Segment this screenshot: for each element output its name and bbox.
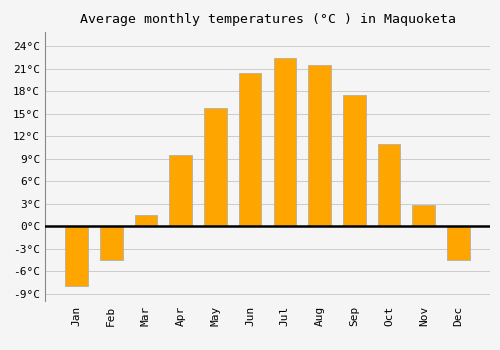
- Bar: [447, 226, 470, 260]
- Bar: [65, 226, 88, 286]
- Bar: [239, 73, 262, 226]
- Bar: [343, 95, 365, 226]
- Bar: [378, 144, 400, 226]
- Bar: [274, 58, 296, 226]
- Bar: [100, 226, 122, 260]
- Bar: [134, 215, 157, 226]
- Bar: [412, 205, 435, 226]
- Bar: [308, 65, 331, 226]
- Title: Average monthly temperatures (°C ) in Maquoketa: Average monthly temperatures (°C ) in Ma…: [80, 13, 456, 26]
- Bar: [170, 155, 192, 226]
- Bar: [204, 108, 227, 226]
